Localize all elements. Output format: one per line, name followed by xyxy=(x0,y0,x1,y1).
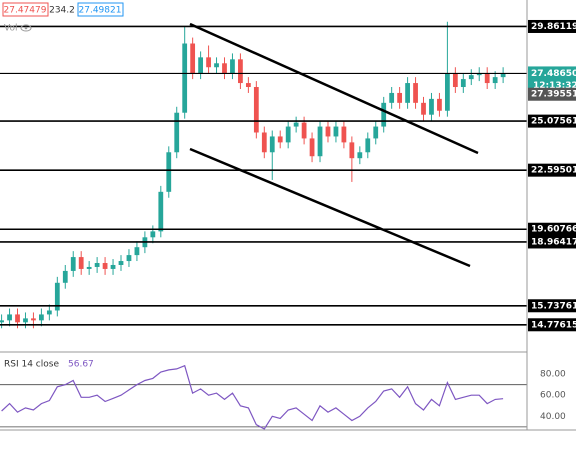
candle-body xyxy=(277,136,283,143)
candle-body xyxy=(238,59,243,84)
candle-body xyxy=(7,314,12,321)
candle-body xyxy=(214,63,219,68)
candle-body xyxy=(222,63,227,74)
candle-body xyxy=(413,83,418,103)
candle-body xyxy=(102,263,108,269)
candle-body xyxy=(23,318,28,323)
level-label: 15.73761 xyxy=(531,301,576,311)
candle-body xyxy=(126,255,132,262)
level-label: 29.86119 xyxy=(531,22,576,32)
candle-body xyxy=(150,231,156,238)
candle-body xyxy=(54,282,60,311)
candle-body xyxy=(429,98,434,115)
level-label-box xyxy=(528,318,576,332)
y-tick-label: 80.00 xyxy=(540,370,566,380)
rsi-name: RSI 14 close xyxy=(4,360,59,370)
candle-body xyxy=(285,126,291,143)
candle-body xyxy=(110,264,116,269)
candle-body xyxy=(492,77,498,84)
candle-body xyxy=(445,73,450,111)
candle-body xyxy=(0,320,4,323)
candle-body xyxy=(460,79,466,88)
candle-body xyxy=(31,318,36,321)
candle-body xyxy=(341,126,347,143)
bid-box xyxy=(2,2,49,17)
candle-body xyxy=(39,314,44,321)
candle-body xyxy=(158,191,164,232)
candle-body xyxy=(373,126,379,139)
candle-body xyxy=(349,142,355,159)
candle-body xyxy=(261,132,267,153)
level-label-box xyxy=(528,299,576,313)
volume-label: Vol xyxy=(4,24,17,34)
candle-body xyxy=(206,57,211,68)
trend-line xyxy=(189,22,479,155)
rsi-line xyxy=(1,364,504,430)
level-label: 22.59501 xyxy=(531,166,576,176)
candle-body xyxy=(365,138,371,153)
y-tick-label: 60.00 xyxy=(540,391,566,401)
candle-body xyxy=(500,73,506,78)
candle-body xyxy=(397,92,403,103)
candle-body xyxy=(381,102,387,127)
candle-body xyxy=(357,152,363,159)
candle-body xyxy=(86,266,92,269)
candle-body xyxy=(166,152,172,192)
countdown: 12:13:32 xyxy=(533,81,576,91)
level-label-box xyxy=(528,222,576,236)
rsi-value: 56.67 xyxy=(68,360,94,370)
level-label-box xyxy=(528,19,576,33)
bid: 27.47479 xyxy=(4,6,47,16)
candle-body xyxy=(15,314,20,323)
candle-body xyxy=(70,257,76,271)
candle-body xyxy=(190,43,196,74)
candle-body xyxy=(182,43,188,113)
candle-body xyxy=(46,310,52,315)
spread: 234.2 xyxy=(49,6,75,16)
candle-body xyxy=(134,247,140,256)
candle-body xyxy=(405,83,410,103)
trend-line xyxy=(189,147,471,268)
candle-body xyxy=(484,73,490,84)
level-label: 25.07561 xyxy=(531,117,576,127)
candle-body xyxy=(198,57,203,74)
candle-body xyxy=(468,75,474,80)
candle-body xyxy=(62,270,68,283)
candle-body xyxy=(230,59,235,74)
price-line-box xyxy=(528,87,576,101)
candle-body xyxy=(333,126,339,137)
candle-body xyxy=(78,257,84,269)
y-tick-label: 40.00 xyxy=(540,412,566,422)
candle-body xyxy=(245,83,251,88)
candle-body xyxy=(325,126,331,137)
candle-body xyxy=(253,87,259,133)
candle-body xyxy=(437,98,442,111)
candle-body xyxy=(476,73,482,76)
price-line-label: 27.39551 xyxy=(531,90,576,100)
candle-body xyxy=(389,92,395,103)
ask: 27.49821 xyxy=(79,6,122,16)
candle-body xyxy=(317,126,323,157)
level-label: 19.60766 xyxy=(531,225,576,235)
level-label-box xyxy=(528,235,576,249)
last-price-label: 27.48650 xyxy=(531,69,576,79)
candle-body xyxy=(269,136,275,153)
level-label-box xyxy=(528,114,576,128)
level-label: 14.77615 xyxy=(531,320,576,330)
candle-body xyxy=(421,102,426,115)
ask-box xyxy=(77,2,124,17)
candle-body xyxy=(293,122,299,127)
level-label-box xyxy=(528,163,576,177)
level-label: 18.96417 xyxy=(531,237,576,247)
eye-icon[interactable] xyxy=(20,24,32,32)
candle-body xyxy=(301,122,307,139)
candle-body xyxy=(309,138,315,157)
eye-icon-pupil xyxy=(24,26,28,30)
candle-body xyxy=(452,73,458,88)
candle-body xyxy=(174,112,180,153)
candle-body xyxy=(118,261,124,265)
candle-body xyxy=(94,263,100,267)
